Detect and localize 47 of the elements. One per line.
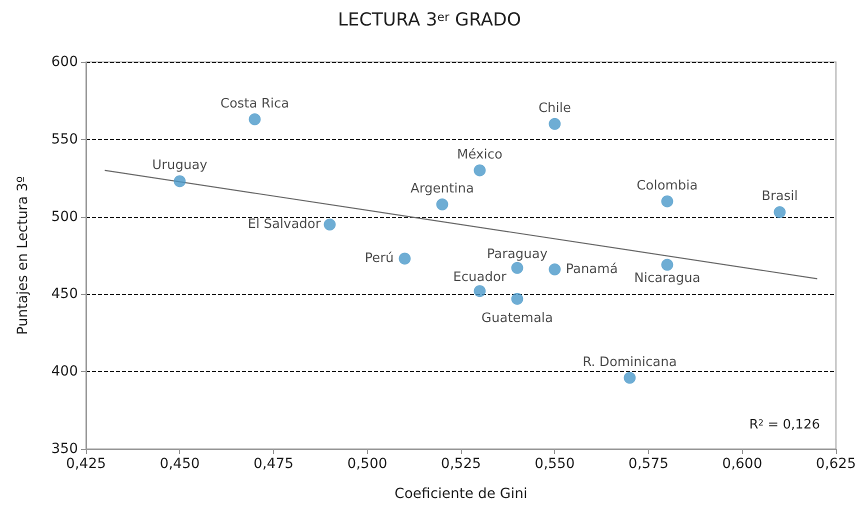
annotation: Paraguay: [486, 246, 548, 262]
x-tick-label: 0,475: [253, 456, 294, 472]
annotation: Ecuador: [453, 270, 507, 286]
x-axis-title: Coeficiente de Gini: [394, 486, 528, 502]
annotation: Costa Rica: [220, 96, 290, 112]
annotation: Uruguay: [152, 158, 208, 174]
annotation: Chile: [538, 100, 571, 116]
y-axis-title: Puntajes en Lectura 3º: [15, 176, 31, 335]
x-tick-label: 0,500: [347, 456, 388, 472]
point: [474, 164, 486, 176]
annotation: Brasil: [762, 189, 798, 204]
x-tick-label: 0,575: [628, 456, 669, 472]
annotation: Nicaragua: [634, 270, 700, 286]
point: [548, 263, 561, 276]
point: [398, 252, 411, 265]
point: [174, 175, 186, 188]
x-tick-label: 0,525: [440, 456, 482, 472]
annotation: Guatemala: [481, 310, 554, 326]
x-tick-label: 0,550: [534, 456, 575, 472]
annotation: Argentina: [410, 181, 474, 196]
point: [324, 218, 336, 231]
annotation: El Salvador: [248, 217, 322, 232]
x-tick-label: 0,450: [160, 456, 200, 472]
annotation: México: [457, 147, 502, 162]
annotation: Panamá: [566, 262, 618, 277]
point: [474, 285, 486, 298]
x-tick-label: 0,625: [816, 456, 856, 472]
y-tick-label: 450: [51, 286, 78, 302]
point: [548, 118, 561, 130]
point: [624, 372, 636, 384]
point: [661, 195, 674, 208]
y-tick-label: 600: [51, 54, 78, 70]
annotation: R. Dominicana: [582, 354, 677, 370]
y-tick-label: 400: [51, 364, 78, 380]
annotation: Perú: [364, 251, 394, 266]
point: [661, 258, 674, 271]
x-tick-label: 0,425: [66, 456, 106, 472]
y-tick-label: 500: [51, 208, 78, 225]
point: [774, 206, 786, 218]
y-tick-label: 550: [51, 131, 78, 148]
x-tick-label: 0,600: [722, 456, 762, 472]
point: [248, 113, 261, 126]
annotation: Colombia: [636, 178, 698, 194]
point: [511, 292, 524, 305]
y-tick-label: 350: [51, 441, 78, 457]
point: [436, 198, 448, 210]
point: [511, 262, 524, 274]
